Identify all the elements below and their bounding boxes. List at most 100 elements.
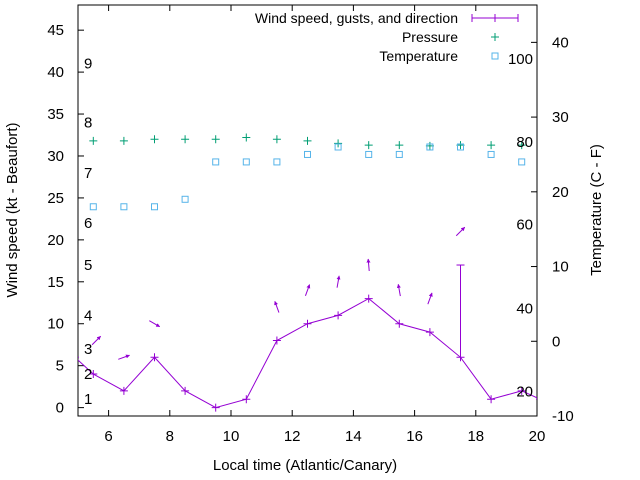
- temperature-point: [151, 203, 158, 211]
- wind-speed-point: [272, 336, 281, 345]
- wind-speed-point: [425, 328, 434, 337]
- wind-direction-arrow: [336, 275, 341, 288]
- pressure-point: [181, 135, 190, 144]
- wind-speed-point: [303, 319, 312, 328]
- pressure-point: [517, 141, 526, 150]
- y2-tick-label: 0: [552, 333, 560, 350]
- temperature-point: [273, 158, 281, 166]
- temperature-point: [120, 203, 128, 211]
- y-tick-label: 15: [47, 274, 64, 291]
- fahrenheit-label: 20: [516, 383, 533, 400]
- y-tick-label: 40: [47, 64, 64, 81]
- y2-axis-label: Temperature (C - F): [588, 144, 605, 276]
- wind-speed-point: [181, 386, 190, 395]
- legend-label-temperature: Temperature: [379, 48, 458, 64]
- pressure-point: [150, 135, 159, 144]
- temperature-point: [334, 143, 342, 151]
- legend-label-wind: Wind speed, gusts, and direction: [255, 10, 458, 26]
- beaufort-label: 5: [84, 257, 92, 274]
- pressure-point: [334, 139, 343, 148]
- y2-tick-label: 30: [552, 109, 569, 126]
- wind-direction-arrow: [455, 226, 466, 237]
- temperature-point: [181, 195, 189, 203]
- y-tick-label: 20: [47, 232, 64, 249]
- wind-speed-line: [78, 297, 537, 409]
- x-tick-label: 14: [345, 428, 362, 445]
- wind-direction-arrow: [149, 320, 161, 328]
- fahrenheit-label: 80: [516, 134, 533, 151]
- legend-marker-pressure: [491, 33, 499, 41]
- wind-speed-point: [364, 294, 373, 303]
- legend-marker-wind: [471, 14, 519, 22]
- wind-speed-point: [89, 370, 98, 379]
- wind-direction-arrow: [91, 335, 101, 346]
- y-tick-label: 0: [56, 400, 64, 417]
- temperature-point: [518, 158, 526, 166]
- pressure-point: [242, 133, 251, 142]
- wind-speed-point: [119, 386, 128, 395]
- pressure-point: [211, 135, 220, 144]
- x-tick-label: 18: [467, 428, 484, 445]
- pressure-point: [272, 135, 281, 144]
- legend-marker-temperature: [491, 52, 499, 60]
- pressure-point: [119, 136, 128, 145]
- beaufort-label: 7: [84, 165, 92, 182]
- temperature-point: [487, 150, 495, 158]
- wind-speed-point: [150, 353, 159, 362]
- wind-speed-point: [334, 311, 343, 320]
- x-tick-label: 16: [406, 428, 423, 445]
- pressure-point: [303, 136, 312, 145]
- temperature-point: [212, 158, 220, 166]
- temperature-point: [304, 150, 311, 158]
- fahrenheit-label: 100: [508, 51, 533, 68]
- y-tick-label: 5: [56, 358, 64, 375]
- beaufort-label: 1: [84, 391, 92, 408]
- wind-speed-point: [242, 395, 251, 404]
- y2-tick-label: 20: [552, 184, 569, 201]
- y-tick-label: 10: [47, 316, 64, 333]
- wind-speed-point: [487, 395, 496, 404]
- y-tick-label: 35: [47, 106, 64, 123]
- y-tick-label: 45: [47, 22, 64, 39]
- pressure-point: [395, 141, 404, 150]
- x-tick-label: 12: [284, 428, 301, 445]
- temperature-point: [242, 158, 250, 166]
- wind-direction-arrow: [396, 283, 401, 297]
- wind-direction-arrow: [304, 284, 311, 296]
- y2-tick-label: 10: [552, 259, 569, 276]
- wind-direction-arrow: [118, 354, 130, 360]
- wind-speed-point: [395, 319, 404, 328]
- temperature-point: [395, 150, 403, 158]
- wind-speed-point: [211, 403, 220, 412]
- beaufort-label: 4: [84, 307, 92, 324]
- beaufort-label: 8: [84, 114, 92, 131]
- wind-direction-arrow: [427, 292, 433, 305]
- pressure-point: [89, 136, 98, 145]
- wind-direction-arrow: [366, 258, 371, 272]
- x-tick-label: 10: [223, 428, 240, 445]
- wind-direction-arrow: [274, 300, 280, 313]
- y2-tick-label: 40: [552, 34, 569, 51]
- beaufort-label: 2: [84, 366, 92, 383]
- pressure-point: [487, 141, 496, 150]
- temperature-point: [426, 143, 434, 151]
- wind-speed-point: [517, 386, 526, 395]
- pressure-point: [364, 141, 373, 150]
- y-axis-label: Wind speed (kt - Beaufort): [4, 122, 21, 297]
- x-tick-label: 8: [166, 428, 174, 445]
- legend: Wind speed, gusts, and direction Pressur…: [255, 10, 519, 64]
- plot-frame: [77, 4, 538, 417]
- x-tick-label: 20: [529, 428, 546, 445]
- x-tick-label: 6: [104, 428, 112, 445]
- temperature-point: [89, 203, 97, 211]
- temperature-point: [365, 150, 373, 158]
- y2-tick-label: -10: [552, 408, 574, 425]
- legend-label-pressure: Pressure: [402, 29, 458, 45]
- beaufort-label: 3: [84, 341, 92, 358]
- fahrenheit-label: 60: [516, 217, 533, 234]
- temperature-point: [457, 143, 464, 151]
- y-tick-label: 25: [47, 190, 64, 207]
- y-tick-label: 30: [47, 148, 64, 165]
- beaufort-label: 9: [84, 56, 92, 73]
